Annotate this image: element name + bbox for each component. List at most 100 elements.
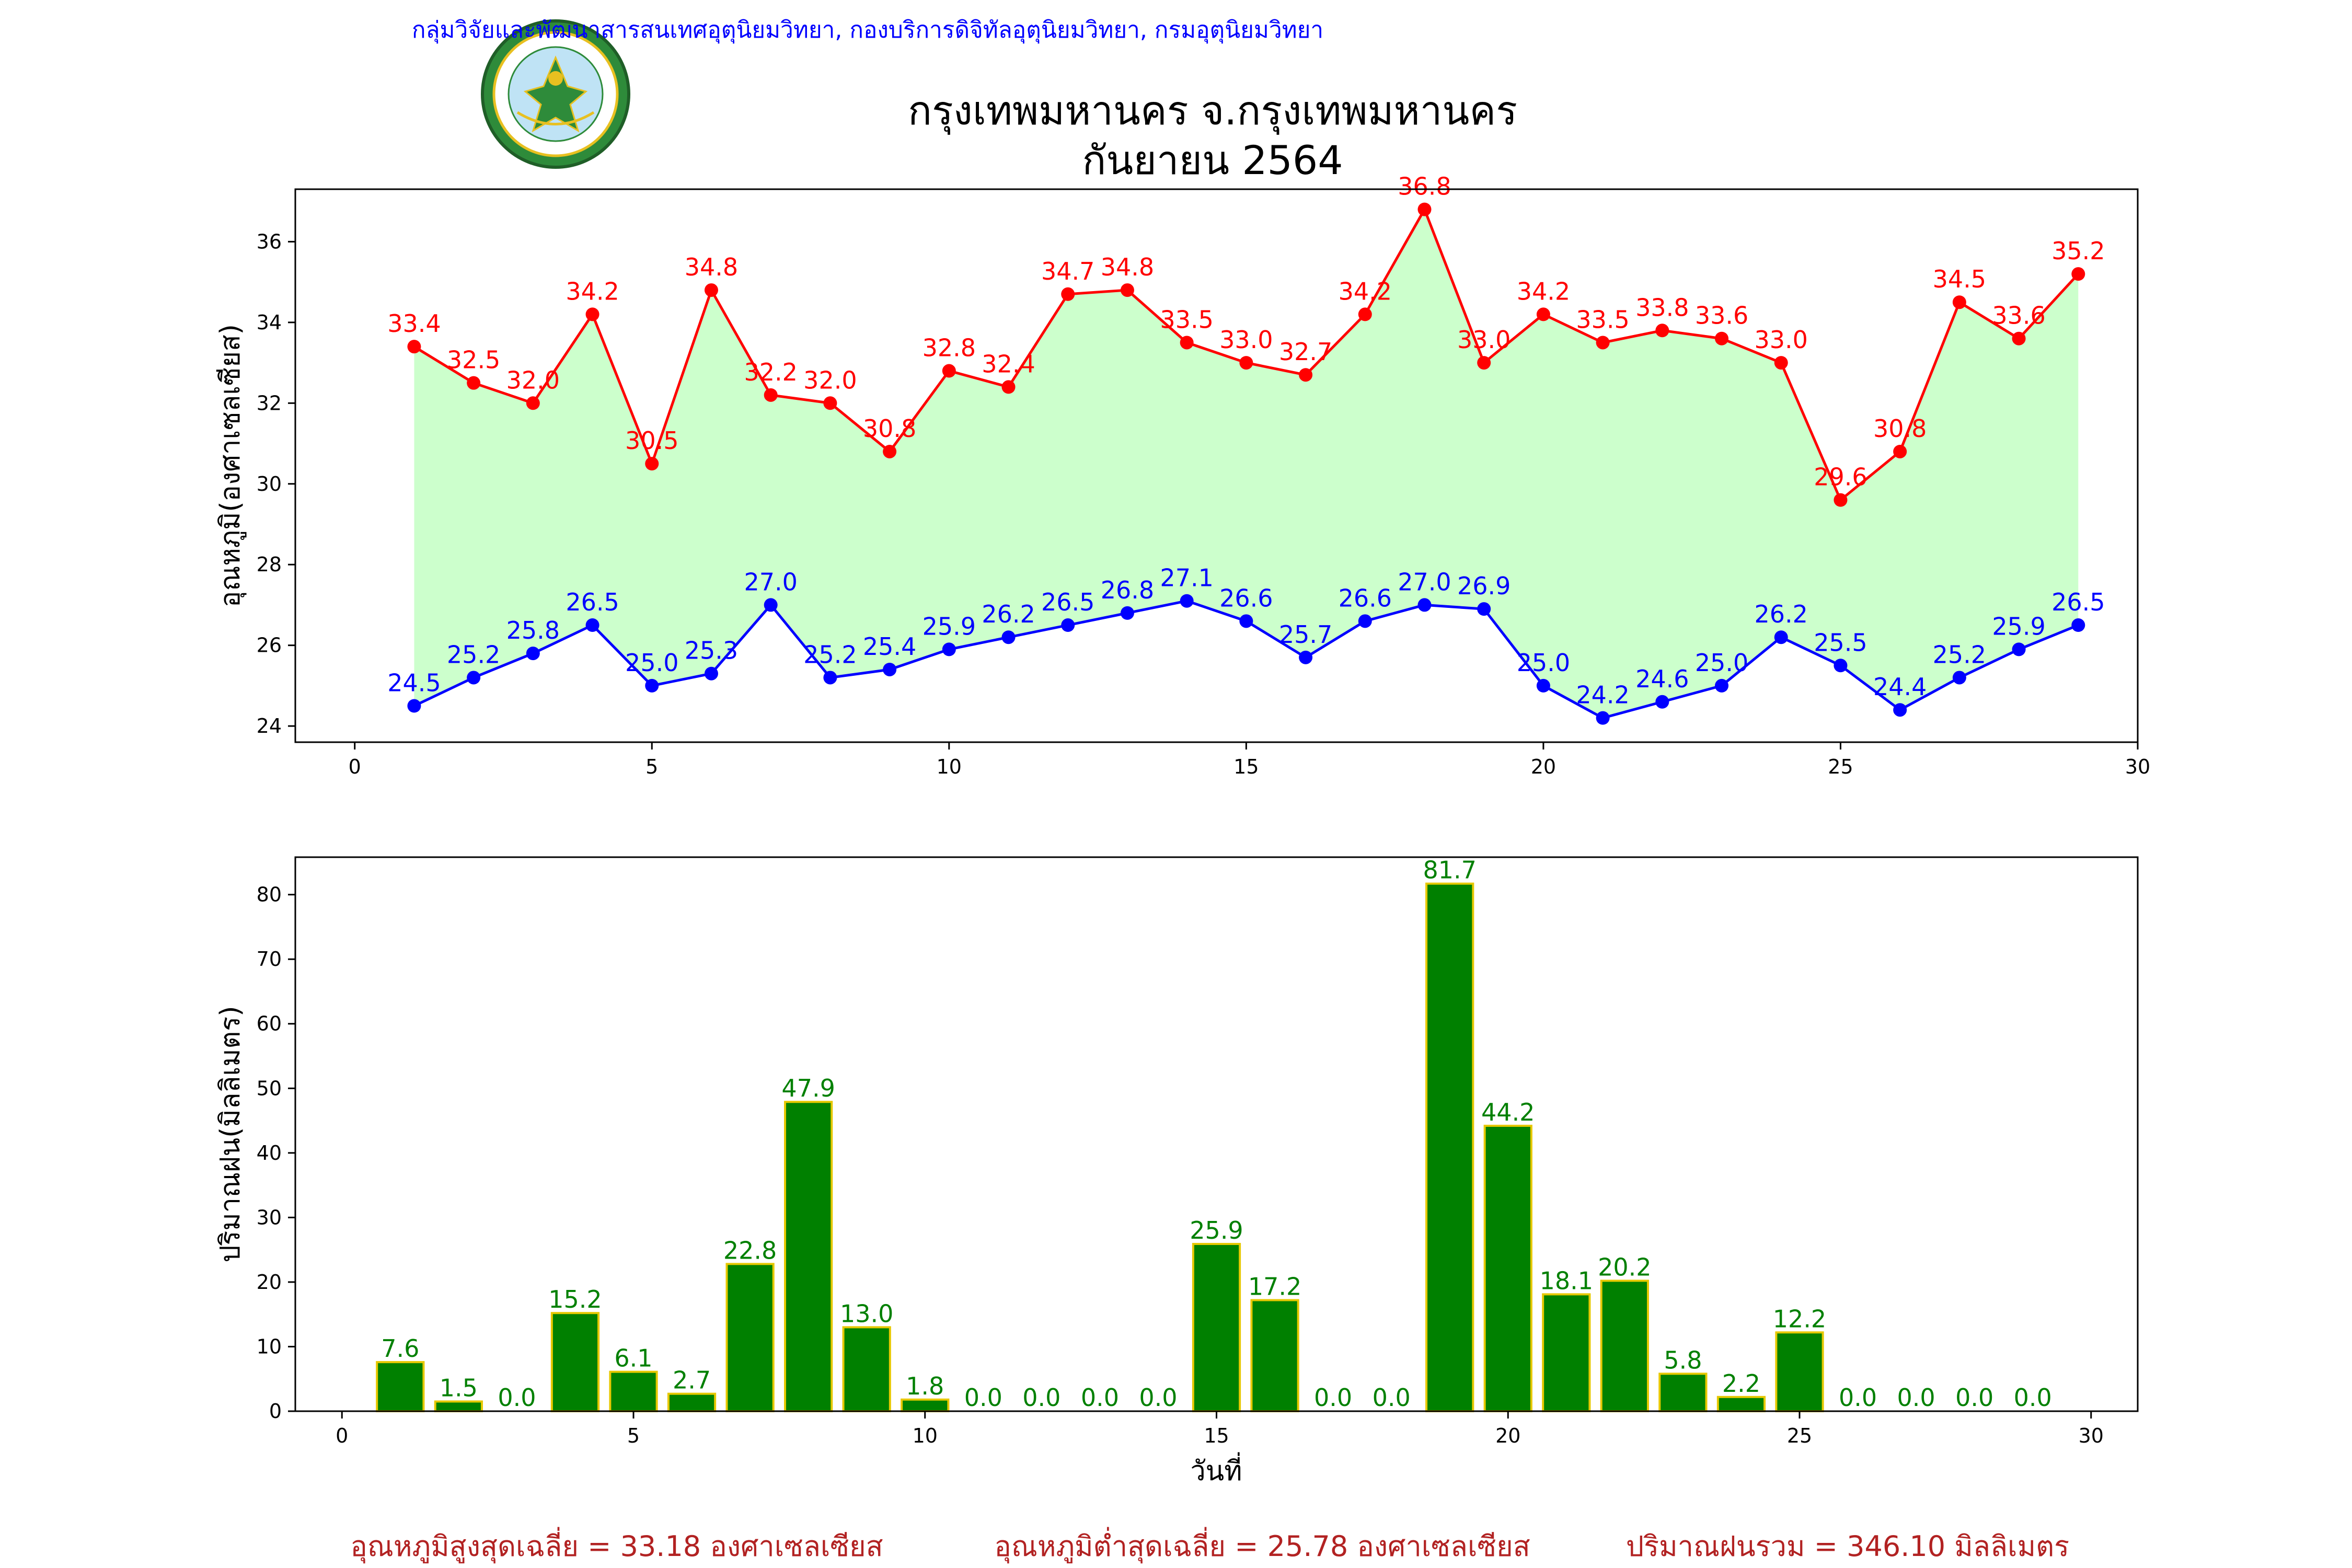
max-temperature-data-label: 32.0 (803, 366, 857, 394)
rainfall-y-tick-label: 80 (257, 883, 282, 906)
min-temperature-data-label: 26.6 (1219, 584, 1273, 612)
rainfall-bar (667, 1392, 717, 1412)
rainfall-y-axis-label: ปริมาณฝน(มิลลิเมตร) (215, 1006, 246, 1262)
min-temperature-point (1358, 614, 1372, 628)
max-temperature-point (1001, 380, 1016, 394)
rainfall-data-label: 7.6 (381, 1334, 419, 1363)
min-temperature-data-label: 25.4 (863, 632, 916, 661)
max-temperature-point (407, 340, 421, 354)
rainfall-data-label: 47.9 (781, 1074, 835, 1102)
temperature-chart: 33.432.532.034.230.534.832.2 32.030.832.8… (215, 172, 2150, 778)
rainfall-data-label: 0.0 (1314, 1383, 1352, 1412)
max-temperature-point (764, 388, 778, 402)
min-temperature-point (1180, 594, 1194, 608)
rainfall-data-label: 0.0 (964, 1383, 1002, 1412)
min-temperature-point (1536, 678, 1550, 693)
min-temperature-point (585, 618, 599, 632)
rainfall-data-label: 2.7 (673, 1366, 711, 1394)
max-temperature-point (1952, 295, 1966, 309)
temperature-y-tick-label: 34 (257, 311, 282, 334)
min-temperature-data-label: 26.6 (1339, 584, 1392, 612)
max-temperature-point (645, 457, 659, 471)
min-temperature-data-label: 25.9 (923, 612, 976, 640)
max-temperature-point (1774, 356, 1788, 370)
min-temperature-point (704, 666, 718, 681)
temperature-y-tick-label: 28 (257, 553, 282, 576)
rainfall-bar (1250, 1299, 1299, 1413)
min-temperature-data-label: 25.9 (1992, 612, 2045, 640)
max-temperature-data-label: 33.5 (1160, 305, 1213, 333)
max-temperature-point (883, 444, 897, 458)
min-temperature-data-label: 25.5 (1814, 628, 1867, 656)
min-temperature-data-label: 24.6 (1635, 665, 1689, 693)
rainfall-bar (1775, 1331, 1824, 1412)
rainfall-data-label: 20.2 (1598, 1253, 1651, 1281)
min-temperature-data-label: 27.1 (1160, 564, 1213, 592)
min-temperature-data-label: 26.9 (1457, 572, 1511, 600)
temperature-y-tick-label: 30 (257, 472, 282, 495)
rainfall-data-label: 18.1 (1540, 1266, 1593, 1295)
max-temperature-point (467, 376, 481, 390)
max-temperature-point (1715, 331, 1729, 345)
rainfall-data-label: 0.0 (1897, 1383, 1935, 1412)
min-temperature-data-label: 25.2 (1933, 640, 1986, 668)
rainfall-x-tick-label: 0 (336, 1424, 348, 1447)
max-temperature-data-label: 32.0 (506, 366, 560, 394)
min-temperature-point (1952, 671, 1966, 685)
rainfall-y-tick-label: 0 (269, 1400, 282, 1423)
rainfall-chart: 7.6 1.5 0.0 15.2 6.1 2.7 22.8 47.9 13.0 1.8 0.0 0.0… (215, 856, 2139, 1487)
chart-title-month: กันยายน 2564 (1082, 137, 1343, 183)
min-temperature-point (526, 647, 540, 661)
total-rainfall: ปริมาณฝนรวม = 346.10 มิลลิเมตร (1626, 1530, 2069, 1563)
temperature-y-tick-label: 26 (257, 634, 282, 657)
max-temperature-point (1596, 336, 1610, 350)
min-temperature-point (1061, 618, 1075, 632)
rainfall-data-label: 0.0 (1022, 1383, 1060, 1412)
min-temperature-point (645, 678, 659, 693)
min-temperature-data-label: 25.0 (1695, 649, 1748, 677)
max-temperature-point (526, 396, 540, 410)
rainfall-bar (609, 1370, 658, 1412)
max-temperature-data-label: 33.0 (1755, 326, 1808, 354)
rainfall-bar (1658, 1373, 1708, 1412)
max-temperature-data-label: 32.2 (744, 358, 797, 386)
rainfall-bar (434, 1400, 483, 1412)
min-temperature-point (1239, 614, 1253, 628)
min-temperature-point (1774, 630, 1788, 644)
max-temperature-data-label: 29.6 (1814, 463, 1867, 491)
min-temperature-data-label: 25.0 (1517, 649, 1570, 677)
max-temperature-point (1417, 202, 1432, 216)
min-temperature-data-label: 27.0 (1398, 568, 1451, 596)
rainfall-data-label: 0.0 (2014, 1383, 2052, 1412)
max-temperature-point (1061, 287, 1075, 301)
temperature-x-tick-label: 20 (1531, 755, 1556, 778)
rainfall-data-label: 17.2 (1248, 1273, 1301, 1301)
max-temperature-data-label: 32.4 (982, 350, 1035, 378)
rainfall-data-label: 0.0 (1373, 1383, 1411, 1412)
average-min-temperature: อุณหภูมิต่ำสุดเฉลี่ย = 25.78 องศาเซลเซีย… (994, 1527, 1530, 1564)
max-temperature-point (942, 364, 956, 378)
rainfall-data-label: 1.8 (906, 1372, 944, 1400)
rainfall-y-tick-label: 30 (257, 1206, 282, 1229)
temperature-x-tick-label: 10 (937, 755, 962, 778)
rainfall-data-label: 0.0 (1139, 1383, 1177, 1412)
rainfall-bar (1542, 1293, 1591, 1413)
max-temperature-point (823, 396, 837, 410)
max-temperature-point (1655, 324, 1669, 338)
max-temperature-data-label: 33.0 (1219, 326, 1273, 354)
rainfall-y-tick-label: 40 (257, 1142, 282, 1165)
rainfall-bar (1192, 1243, 1241, 1412)
average-max-temperature: อุณหภูมิสูงสุดเฉลี่ย = 33.18 องศาเซลเซีย… (350, 1527, 883, 1564)
min-temperature-data-label: 24.4 (1873, 673, 1927, 701)
max-temperature-data-label: 34.8 (685, 253, 738, 281)
rainfall-data-label: 25.9 (1190, 1216, 1243, 1244)
max-temperature-data-label: 36.8 (1398, 172, 1451, 201)
min-temperature-point (1001, 630, 1016, 644)
rainfall-x-tick-label: 30 (2079, 1424, 2104, 1447)
temperature-x-tick-label: 0 (349, 755, 361, 778)
rainfall-data-label: 0.0 (1081, 1383, 1119, 1412)
min-temperature-point (467, 671, 481, 685)
meteorological-department-logo (481, 19, 630, 169)
rainfall-y-tick-label: 10 (257, 1335, 282, 1358)
rainfall-data-label: 81.7 (1423, 856, 1476, 884)
